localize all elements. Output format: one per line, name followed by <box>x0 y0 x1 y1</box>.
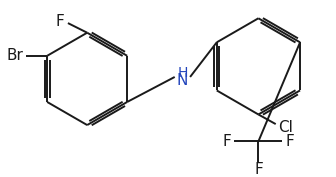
Text: N: N <box>177 73 188 88</box>
Text: F: F <box>222 134 231 149</box>
Text: F: F <box>286 134 295 149</box>
Text: F: F <box>254 162 263 177</box>
Text: F: F <box>56 14 65 29</box>
Text: H: H <box>177 66 187 80</box>
Text: Br: Br <box>6 48 23 63</box>
Text: Cl: Cl <box>278 120 293 135</box>
